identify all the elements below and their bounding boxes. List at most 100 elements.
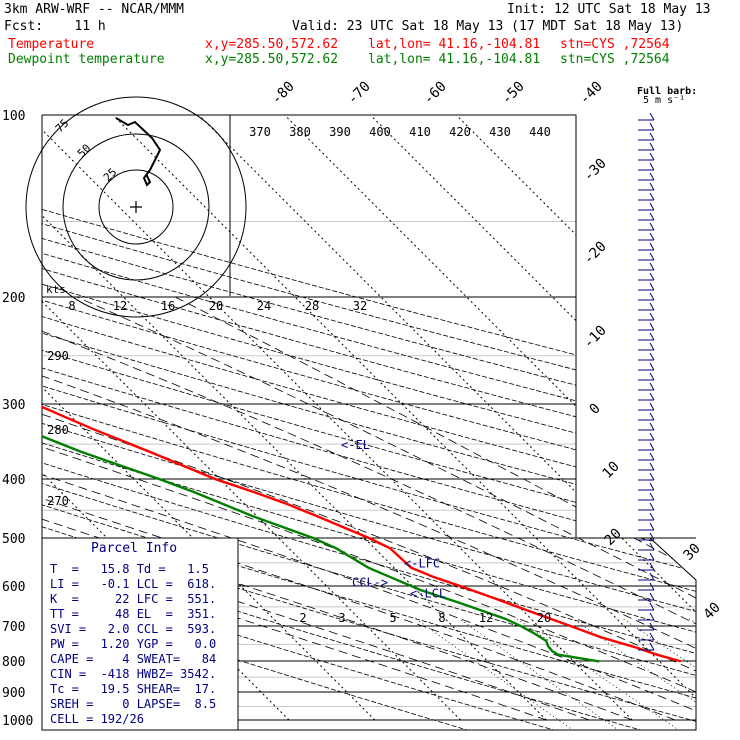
parcel-info-row: K = 22 LFC = 551. (50, 592, 216, 606)
pressure-tick-label: 300 (2, 398, 25, 413)
mixing-ratio-label: 2 (299, 611, 306, 625)
wind-barb-flag (649, 402, 655, 411)
wind-barb-flag (649, 462, 655, 471)
temperature-xy: x,y=285.50,572.62 (205, 37, 339, 52)
dry-adiabat (42, 115, 696, 730)
mixing-ratio-label: 12 (479, 611, 493, 625)
pressure-tick-label: 600 (2, 580, 25, 595)
level-annotation: <-LFC (404, 556, 440, 570)
wind-barb-flag (649, 412, 655, 421)
dry-adiabat (42, 115, 696, 730)
hodograph-trace (115, 117, 162, 187)
parcel-info-row: SREH = 0 LAPSE= 8.5 (50, 697, 216, 711)
wind-barb-flag (649, 182, 655, 191)
wind-barb-flag (649, 242, 655, 251)
wind-barb-flag (649, 562, 655, 571)
mixing-ratio-label: 5 (389, 611, 396, 625)
hodograph-center (130, 201, 142, 213)
wind-barb-flag (649, 492, 655, 501)
pressure-tick-label: 800 (2, 655, 25, 670)
mixing-ratio-line (622, 618, 696, 730)
wind-barb-flag (649, 292, 655, 301)
wind-barb-flag (649, 422, 655, 431)
wind-barb-flag (649, 212, 655, 221)
hodograph-axis-label: 32 (353, 299, 367, 313)
dry-adiabat (42, 115, 696, 730)
theta-label: 440 (529, 125, 551, 139)
dry-adiabat (42, 115, 696, 730)
wind-barb-flag (649, 622, 655, 631)
mixing-ratio-line (415, 618, 578, 730)
wind-barb-flag (649, 152, 655, 161)
dry-adiabat (42, 115, 696, 730)
isotherm-label: -60 (421, 79, 450, 108)
dewpoint-profile-line (42, 115, 600, 663)
wind-barb-flag (649, 482, 655, 491)
dry-adiabat (42, 115, 696, 730)
dry-adiabat (42, 115, 696, 730)
parcel-info-row: LI = -0.1 LCL = 618. (50, 577, 216, 591)
wind-barb-flag (649, 612, 655, 621)
parcel-info-row: CAPE = 4 SWEAT= 84 (50, 652, 216, 666)
wind-barb-flag (649, 632, 655, 641)
moist-adiabat (77, 296, 696, 721)
dry-adiabat (42, 115, 696, 730)
dewpoint-latlon: lat,lon= 41.16,-104.81 (368, 52, 541, 67)
wind-barb-flag (649, 232, 655, 241)
temperature-station: stn=CYS ,72564 (560, 37, 670, 52)
pressure-tick-label: 400 (2, 473, 25, 488)
isotherm-label: 10 (600, 459, 623, 482)
wind-barb-flag (649, 332, 655, 341)
theta-left-label: 270 (47, 494, 69, 508)
mixing-ratio-label: 8 (438, 611, 445, 625)
isotherm-label: 0 (587, 401, 604, 418)
moist-adiabat (42, 296, 696, 721)
wind-barb-flag (649, 172, 655, 181)
dry-adiabat (42, 115, 696, 730)
parcel-info-row: PW = 1.20 YGP = 0.0 (50, 637, 216, 651)
temperature-latlon: lat,lon= 41.16,-104.81 (368, 37, 541, 52)
pressure-tick-label: 700 (2, 620, 25, 635)
hodograph-axis-label: 28 (305, 299, 319, 313)
hodograph-axis-label: 12 (113, 299, 127, 313)
wind-barb-flag (649, 582, 655, 591)
wind-barb-flag (649, 512, 655, 521)
wind-barb-flag (649, 262, 655, 271)
wind-barb-flag (649, 302, 655, 311)
mixing-ratio-line (516, 618, 684, 730)
dry-adiabat (42, 115, 696, 730)
hodograph-units: kts (46, 283, 66, 296)
mixing-ratio-line (688, 618, 696, 730)
temperature-legend: Temperature (8, 37, 95, 52)
wind-barb-flag (649, 372, 655, 381)
dry-adiabat (42, 115, 696, 730)
hodograph-ring (25, 96, 247, 318)
hodograph-ring (98, 169, 174, 245)
pressure-tick-label: 500 (2, 532, 25, 547)
isotherm-label: -20 (581, 239, 610, 268)
parcel-info-row: SVI = 2.0 CCL = 593. (50, 622, 216, 636)
hodograph-ring-label: 50 (75, 142, 94, 161)
wind-barb-flag (649, 392, 655, 401)
wind-barb-flag (649, 282, 655, 291)
isotherm-label: -40 (577, 79, 606, 108)
model-title: 3km ARW-WRF -- NCAR/MMM (4, 2, 185, 17)
level-annotation: <-EL (341, 438, 370, 452)
level-annotation: CCL-> (352, 576, 388, 590)
wind-barb-flag (649, 252, 655, 261)
wind-barb-flag (649, 352, 655, 361)
parcel-info-row: CIN = -418 HWBZ= 3542. (50, 667, 216, 681)
forecast-hour: Fcst: 11 h (4, 19, 106, 34)
mixing-ratio-label: 20 (537, 611, 551, 625)
wind-barb-flag (649, 342, 655, 351)
wind-barb-flag (649, 122, 655, 131)
dewpoint-legend: Dewpoint temperature (8, 52, 165, 67)
pressure-tick-label: 100 (2, 109, 25, 124)
moist-adiabat (175, 296, 696, 721)
theta-label: 400 (369, 125, 391, 139)
wind-barb-flag (649, 542, 655, 551)
parcel-info-box (41, 537, 239, 731)
level-annotation: <-LCL (410, 587, 446, 601)
isotherm-label: -10 (581, 323, 610, 352)
wind-barb-flag (649, 362, 655, 371)
